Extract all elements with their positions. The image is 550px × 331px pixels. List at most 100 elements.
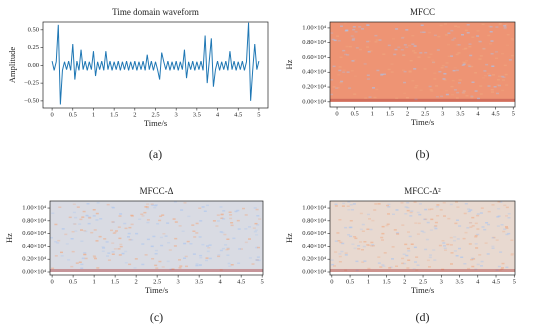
y-tick-label: 0.40×10⁴ [22,243,47,250]
texture-cell [424,51,428,54]
texture-cell [408,71,412,73]
texture-cell [444,23,447,25]
texture-cell [469,226,473,228]
texture-cell [331,38,335,41]
x-tick-label: 1.5 [110,111,118,118]
texture-cell [217,254,221,256]
texture-cell [505,227,509,229]
texture-cell [335,87,339,89]
texture-cell [99,218,103,220]
texture-cell [476,30,480,32]
texture-cell [394,48,398,51]
texture-cell [403,70,407,73]
texture-cell [352,203,356,205]
texture-cell [479,212,483,214]
texture-cell [357,248,361,250]
texture-cell [433,259,437,261]
texture-cell [150,245,154,248]
texture-cell [193,236,197,238]
texture-cell [501,89,505,92]
texture-cell [407,231,410,233]
x-tick-label: 0 [50,278,53,285]
texture-cell [344,226,348,229]
texture-cell [457,26,460,28]
texture-cell [442,78,446,80]
texture-cell [68,216,72,219]
texture-cell [455,255,459,257]
texture-cell [219,269,223,271]
texture-cell [467,64,471,66]
texture-cell [350,35,354,37]
texture-cell [380,236,384,239]
texture-cell [359,212,363,215]
texture-cell [466,24,470,26]
texture-cell [432,61,436,63]
x-tick-label: 2 [134,278,137,285]
texture-cell [363,260,367,262]
texture-cell [161,214,165,216]
texture-cell [339,56,343,58]
texture-cell [395,28,399,30]
texture-cell [361,28,364,30]
texture-cell [361,261,365,263]
texture-cell [501,262,505,265]
y-tick-label: 0.25 [28,44,39,51]
texture-cell [406,206,410,209]
texture-cell [375,39,379,41]
texture-cell [79,218,83,221]
x-tick-label: 0 [335,110,338,117]
texture-cell [51,267,55,270]
texture-cell [489,43,492,45]
texture-cell [444,66,448,68]
texture-cell [463,263,467,265]
texture-cell [455,44,459,46]
texture-cell [332,86,336,88]
texture-cell [57,239,61,242]
texture-cell [146,238,150,241]
texture-cell [409,215,413,217]
texture-cell [128,263,132,266]
texture-cell [76,206,80,208]
texture-cell [374,203,378,205]
axes-frame [49,200,264,276]
texture-cell [206,250,210,253]
texture-cell [454,25,458,27]
texture-cell [119,213,123,215]
texture-cell [112,232,116,234]
texture-cell [387,68,391,71]
texture-cell [347,234,351,236]
texture-cell [413,246,417,249]
texture-cell [471,265,475,268]
texture-cell [244,241,248,244]
texture-cell [414,222,418,224]
texture-cell [111,207,115,209]
y-tick-label: 0.60×10⁴ [302,230,327,237]
texture-cell [146,203,150,205]
texture-cell [457,44,461,46]
texture-cell [505,266,509,269]
texture-cell [215,225,219,227]
texture-cell [229,217,233,220]
texture-cell [236,219,240,222]
texture-cell [491,204,495,206]
texture-cell [474,222,478,225]
texture-cell [84,230,88,233]
texture-cell [464,203,468,205]
texture-cell [70,265,74,268]
texture-cell [342,49,346,52]
texture-cell [445,93,449,96]
texture-cell [430,218,434,221]
texture-cell [205,259,208,262]
texture-cell [127,236,130,238]
texture-cell [467,210,471,213]
texture-cell [502,79,505,81]
x-tick-label: 4 [476,278,480,285]
texture-cell [464,231,468,234]
x-tick-label: 0.5 [69,278,77,285]
texture-cell [491,247,495,249]
texture-cell [67,259,71,261]
texture-cell [479,85,483,87]
texture-cell [359,48,362,51]
texture-cell [377,256,381,258]
